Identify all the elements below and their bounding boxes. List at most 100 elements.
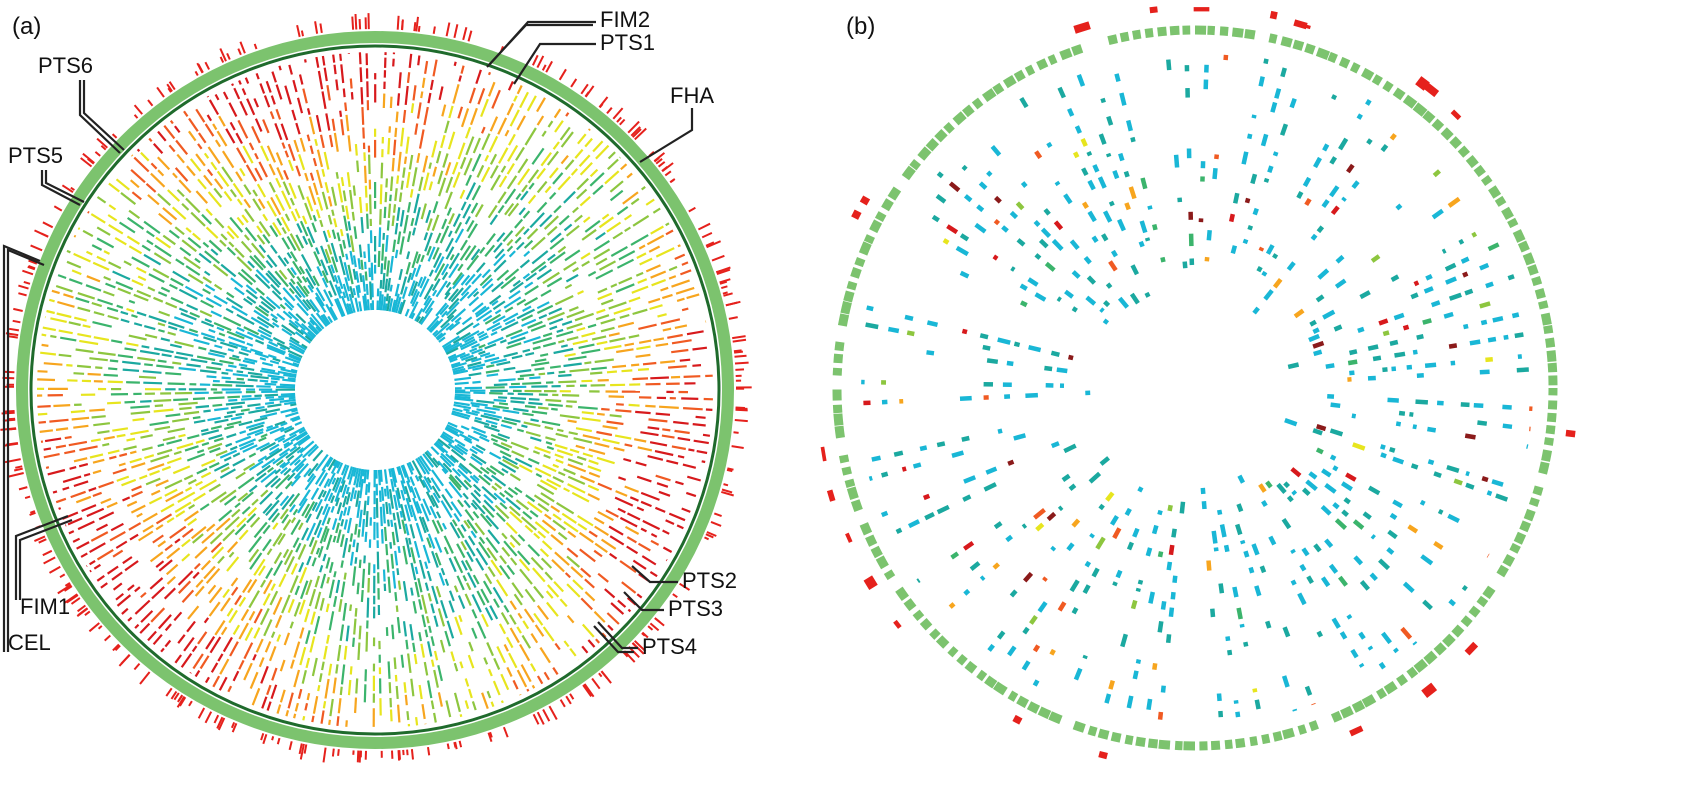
heat-segment: [73, 372, 85, 375]
heat-segment: [360, 259, 364, 270]
heat-segment: [283, 169, 290, 181]
heat-segment: [402, 621, 407, 637]
heat-segment: [551, 407, 558, 411]
heat-segment: [91, 244, 103, 251]
heat-segment: [559, 126, 571, 141]
heat-segment: [163, 125, 176, 140]
heat-segment: [410, 678, 415, 697]
heat-segment: [181, 203, 190, 211]
heat-segment: [434, 256, 445, 274]
heat-segment: [87, 210, 90, 214]
red-tick: [226, 52, 231, 60]
heat-segment: [131, 191, 142, 201]
heat-segment: [273, 551, 283, 565]
heat-segment: [298, 566, 308, 584]
heat-segment: [437, 692, 443, 707]
heat-segment: [427, 680, 433, 699]
heat-segment: [589, 168, 599, 178]
heat-segment: [555, 330, 574, 338]
track-dash: [993, 521, 1003, 530]
heat-segment: [450, 448, 467, 462]
heat-segment: [252, 198, 262, 211]
heat-segment: [554, 453, 564, 459]
heat-segment: [579, 475, 595, 484]
heat-segment: [701, 460, 706, 464]
red-tick: [415, 16, 419, 32]
track-dash: [1387, 529, 1398, 540]
heat-segment: [546, 445, 555, 451]
heat-segment: [211, 361, 223, 366]
track-dash: [1422, 318, 1432, 325]
heat-segment: [657, 313, 667, 318]
track-dash: [1463, 323, 1469, 330]
heat-segment: [472, 366, 484, 371]
red-tick: [33, 535, 46, 543]
heat-segment: [110, 522, 124, 532]
heat-segment: [303, 467, 312, 478]
heat-segment: [199, 369, 217, 374]
heat-segment: [581, 348, 601, 355]
track-dash: [1211, 530, 1218, 544]
heat-segment: [566, 336, 579, 342]
heat-segment: [552, 476, 564, 484]
heat-segment: [91, 301, 103, 308]
heat-segment: [519, 643, 531, 662]
heat-segment: [337, 698, 342, 714]
heat-segment: [244, 208, 255, 223]
heat-segment: [294, 320, 306, 331]
heat-segment: [41, 343, 49, 347]
heat-segment: [46, 309, 55, 315]
heat-segment: [187, 434, 200, 440]
heat-segment: [200, 471, 212, 479]
heat-segment: [280, 123, 289, 141]
heat-segment: [301, 275, 308, 283]
heat-segment: [272, 522, 279, 530]
heat-segment: [541, 420, 561, 427]
heat-segment: [501, 419, 517, 426]
heat-segment: [166, 438, 183, 445]
heat-segment: [283, 373, 297, 378]
leader-pts4: [597, 621, 638, 650]
heat-segment: [621, 581, 637, 594]
red-block: [845, 532, 853, 543]
heat-segment: [189, 158, 202, 172]
track-dash: [1427, 426, 1437, 433]
heat-segment: [286, 252, 293, 259]
heat-segment: [511, 582, 524, 599]
heat-segment: [236, 198, 243, 206]
heat-segment: [243, 184, 252, 195]
track-dash: [1322, 309, 1336, 320]
track-dash: [1290, 579, 1297, 586]
track-dash: [1392, 499, 1403, 509]
heat-segment: [321, 270, 329, 284]
heat-segment: [110, 339, 123, 344]
heat-segment: [290, 563, 298, 575]
heat-segment: [89, 569, 92, 573]
red-tick: [548, 705, 558, 720]
heat-segment: [450, 501, 463, 518]
heat-segment: [133, 322, 143, 327]
track-dash: [1321, 468, 1332, 478]
heat-segment: [225, 307, 234, 314]
track-dash: [1007, 459, 1015, 466]
heat-segment: [272, 336, 286, 345]
heat-segment: [630, 363, 640, 367]
track-dash: [961, 435, 970, 442]
track-dash: [979, 575, 986, 581]
heat-segment: [433, 252, 442, 269]
heat-segment: [447, 443, 464, 456]
heat-segment: [461, 354, 474, 361]
heat-segment: [184, 486, 193, 492]
heat-segment: [208, 601, 221, 617]
red-tick: [536, 711, 545, 725]
track-dash: [1458, 238, 1465, 245]
track-dash: [1148, 591, 1156, 604]
red-block: [1299, 22, 1311, 30]
red-tick: [253, 43, 258, 50]
heat-segment: [421, 77, 426, 88]
heat-segment: [516, 298, 527, 306]
heat-segment: [474, 416, 482, 421]
heat-segment: [503, 417, 521, 423]
track-dash: [1400, 626, 1413, 640]
heat-segment: [206, 114, 213, 122]
